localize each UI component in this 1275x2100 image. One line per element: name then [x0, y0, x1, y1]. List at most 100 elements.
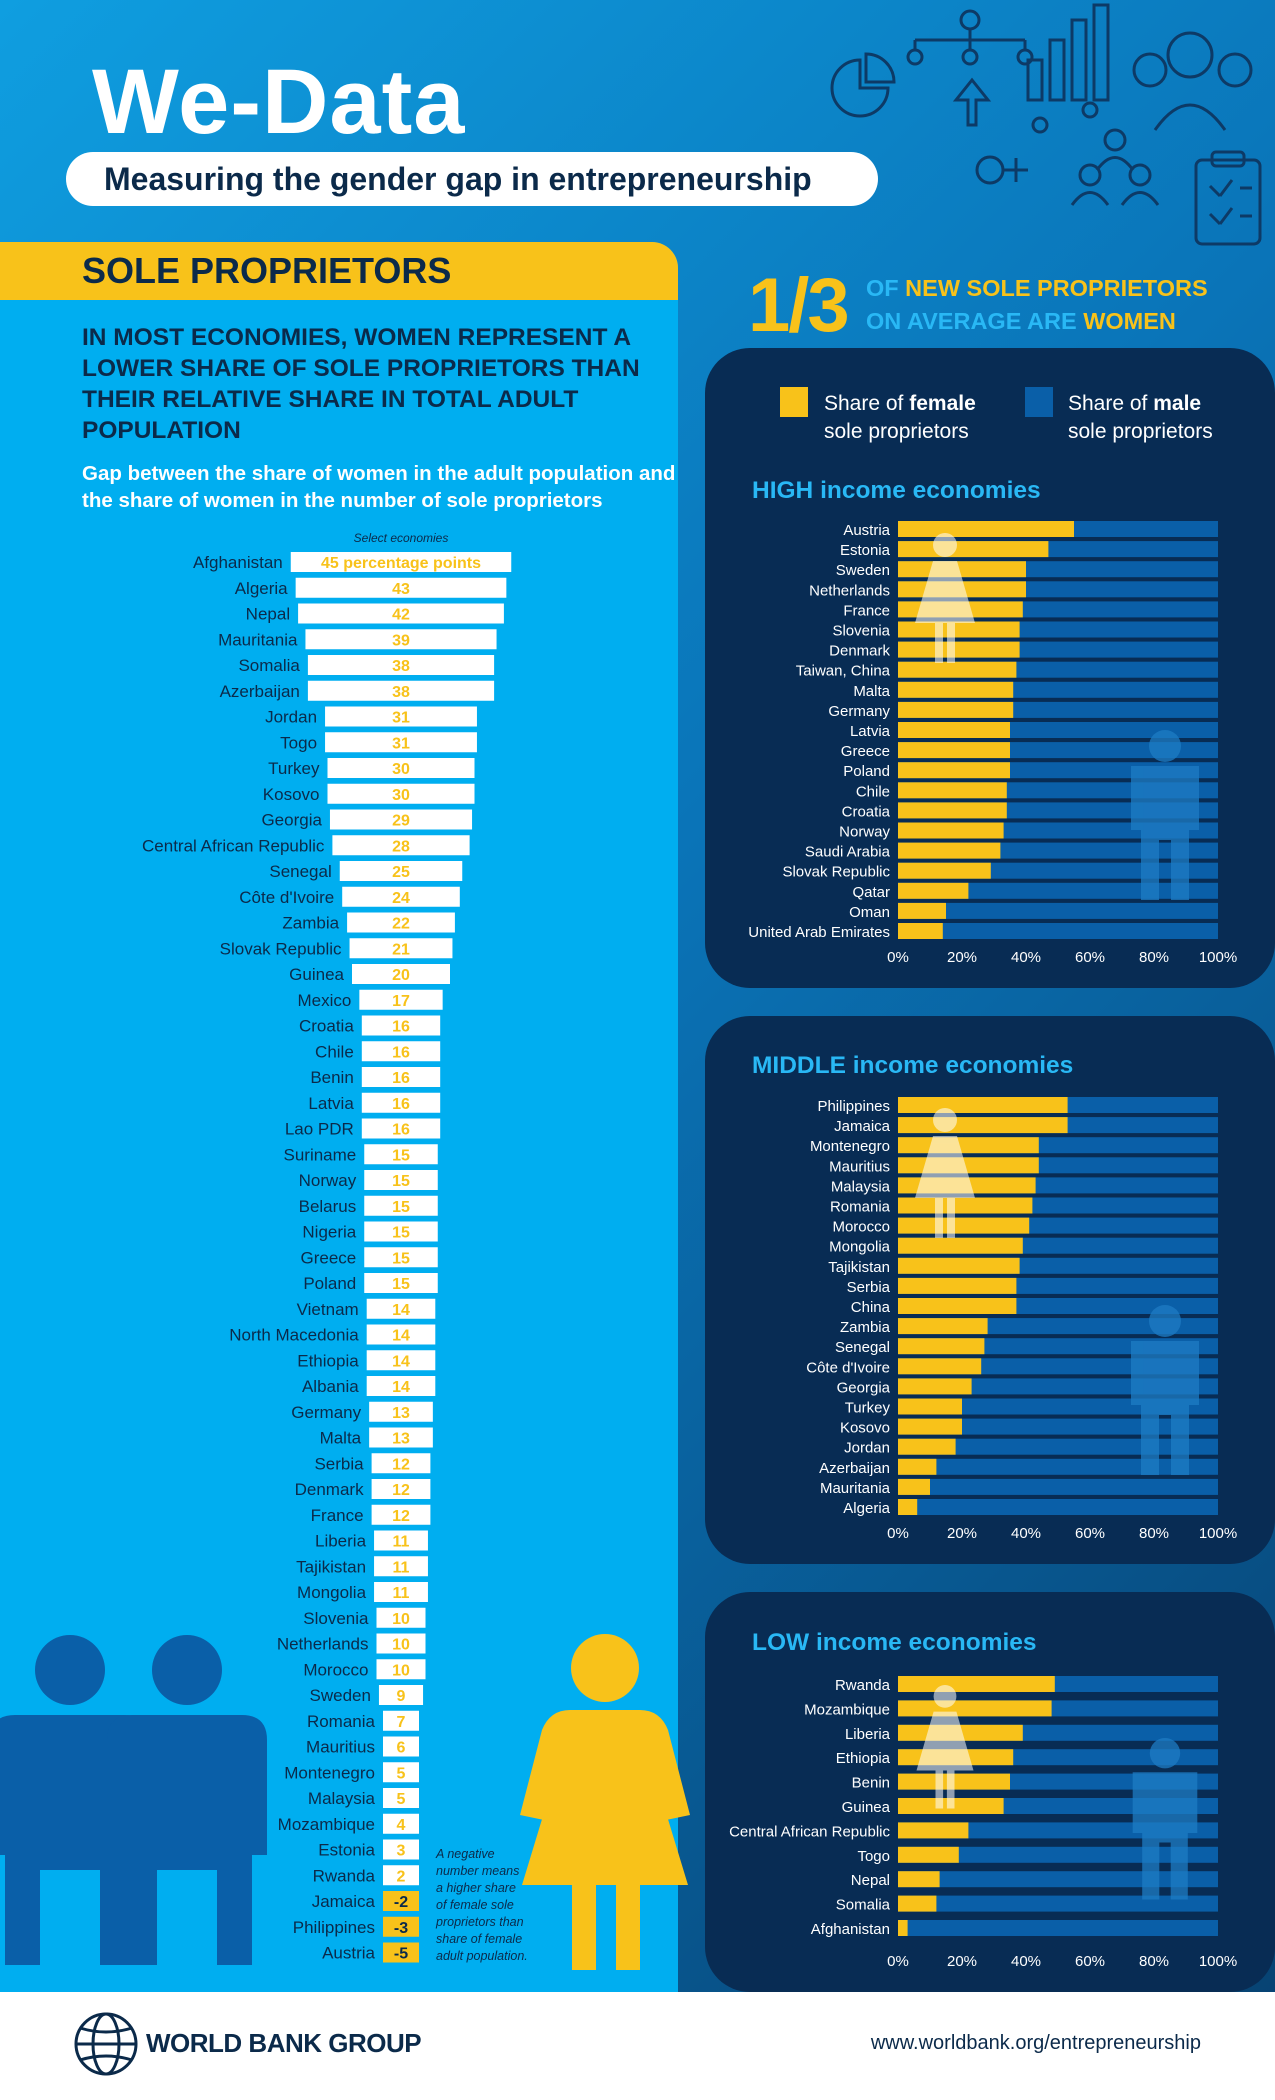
female-share-bar — [898, 1438, 956, 1455]
x-tick-label: 20% — [947, 1953, 977, 1970]
gap-bar — [366, 1298, 436, 1319]
female-share-bar — [898, 1197, 1033, 1214]
gap-bar — [383, 1813, 419, 1834]
gap-bar — [325, 732, 477, 753]
gap-bar — [298, 603, 504, 624]
country-label: Nepal — [851, 1872, 890, 1889]
gap-value-label: 29 — [392, 813, 410, 830]
country-label: Rwanda — [835, 1677, 891, 1694]
gap-bar — [307, 655, 495, 675]
female-share-bar — [898, 1237, 1023, 1254]
female-share-bar — [898, 762, 1010, 779]
gap-bar — [371, 1504, 431, 1525]
world-bank-globe-icon — [74, 2012, 138, 2076]
gap-bar — [376, 1633, 426, 1654]
gap-country-label: Belarus — [299, 1197, 357, 1216]
country-label: Tajikistan — [828, 1259, 890, 1276]
country-label: Oman — [849, 904, 890, 921]
legend-female-label: Share of female — [824, 392, 976, 415]
country-label: Somalia — [836, 1897, 891, 1914]
gap-value-label: 11 — [393, 1585, 410, 1602]
gap-bar — [366, 1324, 436, 1345]
country-label: Kosovo — [840, 1420, 890, 1437]
x-tick-label: 100% — [1199, 1525, 1237, 1542]
female-share-bar — [898, 1318, 988, 1335]
high-income-title-b: income economies — [820, 477, 1041, 504]
gap-country-label: Serbia — [314, 1454, 364, 1473]
gap-value-label: 10 — [392, 1611, 410, 1628]
gap-bar — [371, 1479, 431, 1499]
low-income-title-b: income economies — [816, 1629, 1037, 1656]
gap-value-label: 25 — [392, 864, 410, 881]
person-overlays — [915, 533, 1199, 1900]
country-label: Slovak Republic — [782, 864, 890, 881]
female-share-bar — [898, 1137, 1039, 1154]
gap-bar — [366, 1350, 436, 1371]
gap-bar — [364, 1170, 438, 1190]
female-share-bar — [898, 1676, 1055, 1692]
male-share-bar — [898, 1438, 1218, 1455]
female-share-bar — [898, 923, 943, 939]
female-share-bar — [898, 1895, 937, 1912]
gap-value-label: 16 — [392, 1044, 410, 1061]
country-label: Sweden — [836, 562, 890, 579]
x-tick-label: 20% — [947, 949, 977, 966]
gap-country-label: Mauritius — [306, 1738, 375, 1757]
pie-chart-icon — [830, 52, 896, 118]
gap-country-label: Kosovo — [263, 785, 320, 804]
gap-country-label: Benin — [310, 1068, 353, 1087]
middle-income-title-a: MIDDLE — [752, 1052, 846, 1079]
gap-bar — [332, 835, 470, 856]
female-share-bar — [898, 1257, 1020, 1274]
female-share-bar — [898, 822, 1004, 839]
male-share-bar — [898, 1895, 1218, 1912]
gap-bar — [305, 629, 497, 650]
country-label: Mozambique — [804, 1701, 890, 1718]
gap-country-label: Malaysia — [308, 1789, 376, 1808]
gap-value-label: 16 — [392, 1070, 410, 1087]
gap-bar — [339, 861, 463, 881]
male-share-bar — [898, 1871, 1218, 1888]
country-label: Chile — [856, 783, 890, 800]
gap-bar — [347, 912, 455, 933]
gap-value-label: 15 — [392, 1276, 410, 1293]
gap-value-label: 15 — [392, 1225, 410, 1242]
gap-value-label: 2 — [397, 1868, 406, 1885]
headline: In most economies, women represent a low… — [82, 324, 640, 444]
gap-bar — [352, 964, 450, 984]
female-person-head — [933, 1685, 957, 1708]
female-share-bar — [898, 842, 1001, 859]
gap-bar — [359, 989, 443, 1010]
female-share-bar — [898, 541, 1049, 558]
gap-country-label: Sweden — [310, 1686, 371, 1705]
country-label: Mauritania — [820, 1480, 891, 1497]
legend: Share of female sole proprietors Share o… — [780, 387, 1213, 443]
female-share-bar — [898, 1298, 1017, 1314]
female-share-bar — [898, 862, 991, 879]
female-share-bar — [898, 1117, 1068, 1134]
gap-bar — [376, 1607, 426, 1628]
gap-value-label: 24 — [392, 890, 410, 907]
gap-value-label: 16 — [392, 1122, 410, 1139]
world-bank-logo: WORLD BANK GROUP — [146, 2028, 422, 2058]
footer-url[interactable]: www.worldbank.org/entrepreneurship — [870, 2032, 1201, 2054]
gap-bar — [383, 1916, 419, 1937]
gap-value-label: -3 — [394, 1920, 408, 1937]
female-person-body — [915, 561, 975, 663]
gap-bar — [361, 1015, 441, 1036]
gap-country-label: Guinea — [289, 965, 344, 984]
gap-bar — [361, 1118, 441, 1139]
country-label: Azerbaijan — [819, 1460, 890, 1477]
male-person-body — [1132, 1772, 1198, 1900]
x-tick-label: 40% — [1011, 1953, 1041, 1970]
gap-value-label: 31 — [392, 735, 410, 752]
female-share-bar — [898, 782, 1007, 799]
gap-country-label: Montenegro — [284, 1763, 375, 1782]
gap-country-label: Netherlands — [277, 1635, 369, 1654]
gap-value-label: 14 — [392, 1328, 410, 1345]
stat-text-mid: on average are — [866, 308, 1077, 334]
gap-country-label: Estonia — [318, 1841, 375, 1860]
gap-country-label: Tajikistan — [296, 1557, 366, 1576]
x-tick-label: 0% — [887, 949, 909, 966]
